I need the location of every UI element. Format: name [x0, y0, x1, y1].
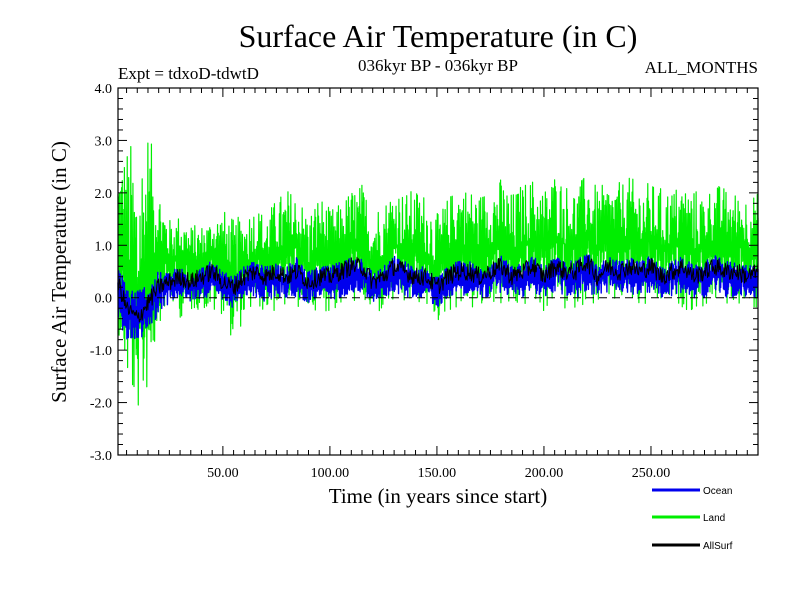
- season-label: ALL_MONTHS: [645, 58, 758, 77]
- series-line-allsurf: [117, 255, 759, 323]
- x-axis: 50.00 100.00 150.00 200.00 250.00: [126, 88, 748, 481]
- y-tick-label: 3.0: [95, 134, 113, 149]
- series-line-land: [117, 142, 759, 406]
- x-tick-label: 200.00: [525, 466, 564, 481]
- y-tick-label: -1.0: [90, 344, 112, 359]
- legend-label-ocean: Ocean: [703, 486, 732, 497]
- legend-label-allsurf: AllSurf: [703, 541, 733, 552]
- chart-title: Surface Air Temperature (in C): [239, 18, 638, 54]
- legend-label-land: Land: [703, 513, 725, 524]
- y-axis-label: Surface Air Temperature (in C): [47, 141, 71, 403]
- plot-frame: [117, 87, 759, 456]
- land-series: [117, 142, 759, 406]
- x-tick-label: 50.00: [207, 466, 239, 481]
- experiment-label: Expt = tdxoD-tdwtD: [118, 64, 259, 83]
- x-tick-label: 150.00: [418, 466, 457, 481]
- plot-area: [117, 142, 759, 406]
- y-tick-label: 0.0: [95, 292, 113, 307]
- x-tick-label: 250.00: [632, 466, 671, 481]
- y-tick-label: 1.0: [95, 239, 113, 254]
- y-tick-label: -2.0: [90, 397, 112, 412]
- legend: Ocean Land AllSurf: [652, 486, 733, 552]
- allsurf-series: [117, 255, 759, 323]
- y-axis: -3.0 -2.0 -1.0 0.0 1.0 2.0 3.0 4.0: [90, 82, 758, 464]
- x-axis-label: Time (in years since start): [329, 484, 548, 508]
- y-tick-label: -3.0: [90, 449, 112, 464]
- x-tick-label: 100.00: [311, 466, 350, 481]
- chart-subtitle: 036kyr BP - 036kyr BP: [358, 56, 518, 75]
- y-tick-label: 2.0: [95, 187, 113, 202]
- y-tick-label: 4.0: [95, 82, 113, 97]
